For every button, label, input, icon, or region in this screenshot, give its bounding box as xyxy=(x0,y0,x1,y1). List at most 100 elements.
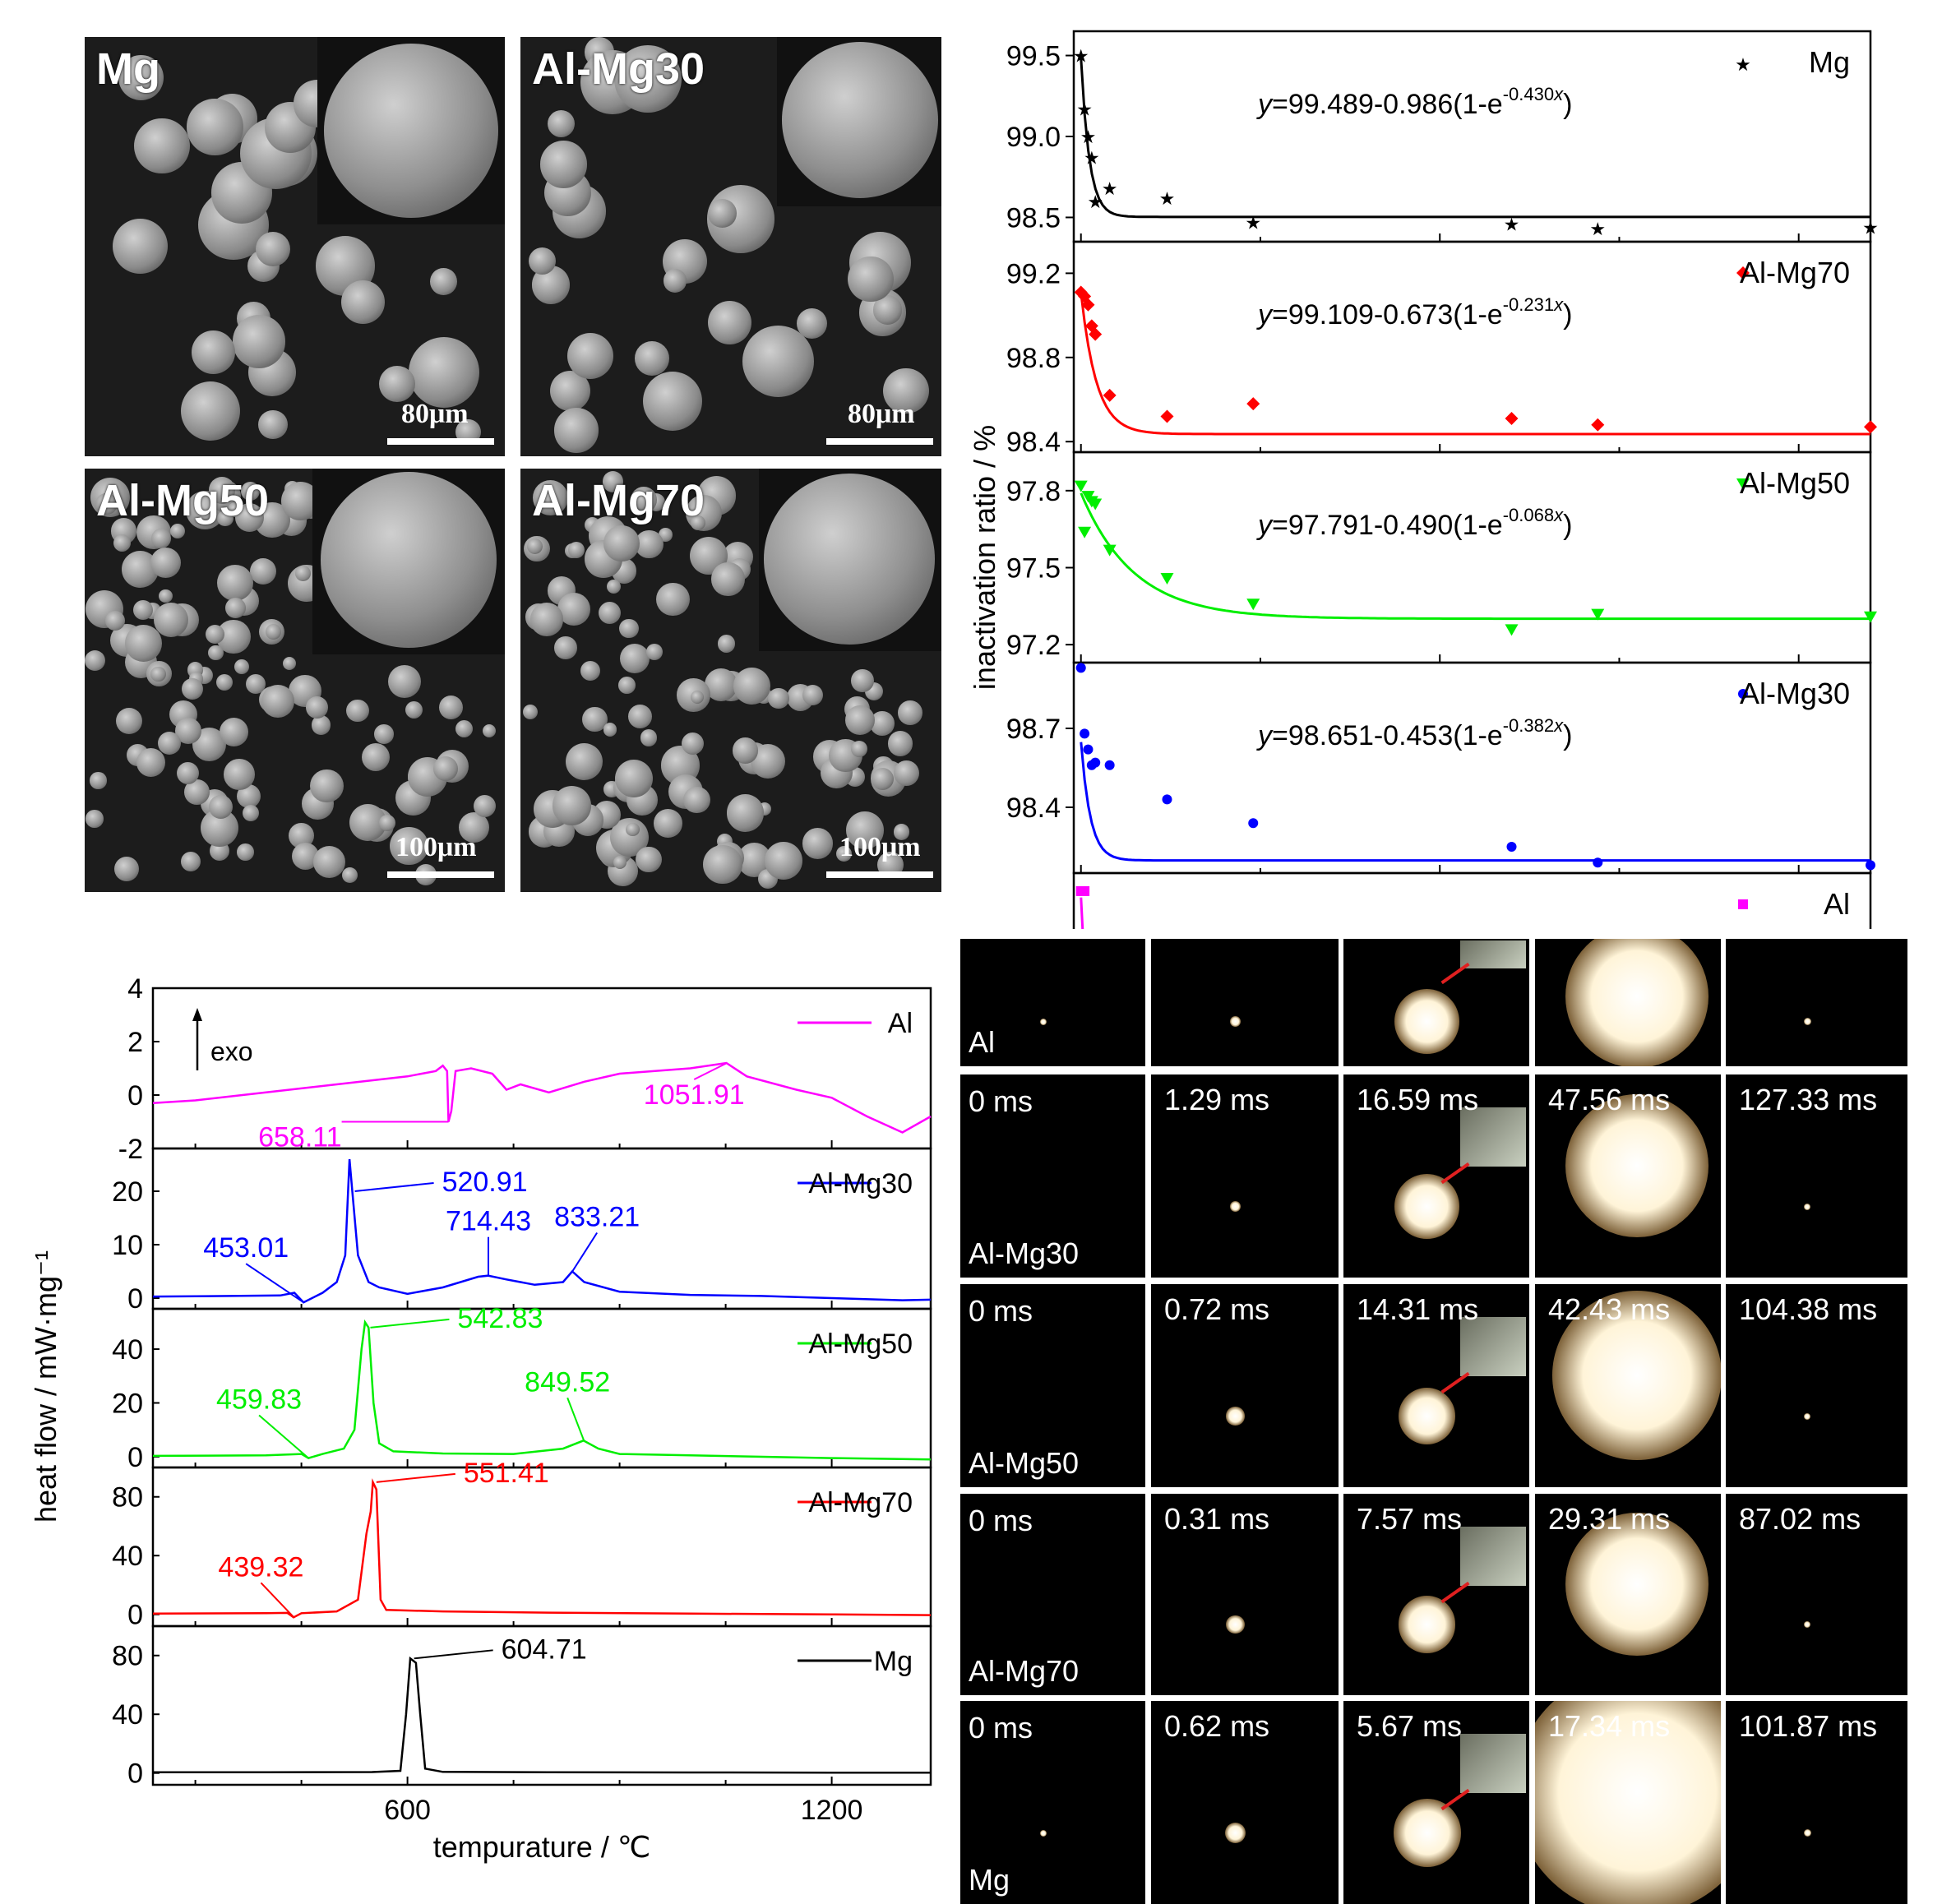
particle xyxy=(113,534,132,552)
legend-label: Al-Mg70 xyxy=(1740,256,1850,289)
particle-sphere xyxy=(782,42,938,198)
combustion-frames-grid: Al 0 ms Al-Mg30 1.29 ms 16.59 ms 47.56 ms 127.… xyxy=(960,939,1907,1904)
particle xyxy=(603,525,640,561)
annotation-arrow xyxy=(260,1582,295,1618)
particle xyxy=(529,247,556,275)
particle xyxy=(206,624,225,645)
flame-glow xyxy=(1226,1615,1245,1634)
particle xyxy=(234,659,249,674)
particle xyxy=(717,635,736,653)
data-point xyxy=(1084,319,1098,333)
frame-time-label: 47.56 ms xyxy=(1548,1083,1671,1116)
fit-equation: y=98.575-0.441(1-e-0.784x) xyxy=(1256,926,1572,929)
frame-time-label: 0.72 ms xyxy=(1164,1292,1270,1326)
y-tick-label: 20 xyxy=(112,1176,143,1208)
data-point xyxy=(1866,860,1875,871)
combustion-frame: 0.62 ms xyxy=(1151,1701,1339,1904)
combustion-frame xyxy=(1343,939,1529,1066)
particle xyxy=(642,372,702,432)
exo-label: exo xyxy=(210,1037,253,1066)
combustion-frame: 29.31 ms xyxy=(1535,1494,1721,1695)
combustion-frame: 0.31 ms xyxy=(1151,1494,1339,1695)
particle xyxy=(846,811,885,849)
data-point xyxy=(1246,598,1260,611)
particle xyxy=(522,704,538,720)
combustion-frame xyxy=(1151,939,1339,1066)
particle xyxy=(266,623,282,640)
particle xyxy=(851,668,874,692)
y-tick-label: 97.8 xyxy=(1006,476,1061,507)
annotation-label: 1051.91 xyxy=(644,1079,745,1111)
y-tick-label: 40 xyxy=(112,1334,143,1366)
data-point: ★ xyxy=(1862,217,1879,238)
data-point xyxy=(1591,608,1605,621)
y-tick-label: 80 xyxy=(112,1482,143,1513)
particle xyxy=(115,708,142,735)
particle xyxy=(553,408,599,453)
particle xyxy=(635,341,669,376)
annotation-label: 459.83 xyxy=(216,1384,302,1416)
particle xyxy=(565,742,603,781)
annotation-arrow xyxy=(245,1263,304,1304)
frame-time-label: 0 ms xyxy=(969,1504,1033,1537)
scale-text: 80μm xyxy=(401,399,469,429)
legend-label: Mg xyxy=(874,1646,913,1677)
y-tick-label: 2 xyxy=(127,1027,143,1058)
particle xyxy=(114,856,140,881)
combustion-frame: 0.72 ms xyxy=(1151,1284,1339,1487)
combustion-frame: 5.67 ms xyxy=(1343,1701,1529,1904)
particle xyxy=(208,477,236,505)
heat-flow-curve-mg xyxy=(153,1656,931,1774)
particle xyxy=(835,845,853,862)
particle xyxy=(602,471,624,492)
particle xyxy=(626,822,640,837)
combustion-frame: 0 ms Al-Mg50 xyxy=(960,1284,1145,1487)
particle xyxy=(342,867,358,883)
data-point xyxy=(1864,611,1877,623)
particle xyxy=(220,717,249,746)
particle-sphere xyxy=(764,474,935,645)
frame-time-label: 29.31 ms xyxy=(1548,1502,1671,1536)
particle xyxy=(615,759,654,797)
y-tick-label: 20 xyxy=(112,1388,143,1419)
particle xyxy=(613,856,627,870)
fit-curve-al-mg70 xyxy=(1080,293,1870,436)
sem-label: Al-Mg50 xyxy=(96,476,270,525)
combustion-frame: 47.56 ms xyxy=(1535,1074,1721,1278)
combustion-frame: 101.87 ms xyxy=(1726,1701,1907,1904)
data-point: ★ xyxy=(1084,148,1100,169)
combustion-frame xyxy=(1726,939,1907,1066)
frame-time-label: 0 ms xyxy=(969,1084,1033,1118)
particle xyxy=(733,668,770,705)
particle xyxy=(613,45,682,113)
material-label: Al xyxy=(969,1025,996,1059)
particle xyxy=(283,656,297,670)
heat-flow-curve-al-mg50 xyxy=(152,1319,932,1461)
particle xyxy=(86,810,104,828)
y-tick-label: 98.7 xyxy=(1006,714,1061,745)
particle xyxy=(708,301,752,345)
combustion-frame xyxy=(1535,939,1721,1066)
particle xyxy=(607,580,622,594)
zoom-inset xyxy=(1460,1527,1526,1586)
legend-label: Al-Mg50 xyxy=(808,1329,913,1360)
scale-text: 100μm xyxy=(839,832,921,862)
particle xyxy=(310,769,344,803)
frame-time-label: 42.43 ms xyxy=(1548,1292,1671,1326)
annotation-label: 439.32 xyxy=(218,1551,303,1583)
particle xyxy=(553,635,577,659)
x-axis-label: tempurature / ℃ xyxy=(433,1830,651,1864)
zoom-inset xyxy=(1460,940,1526,968)
zoom-inset xyxy=(1460,1107,1526,1167)
flame-glow xyxy=(1398,1387,1456,1445)
flame-glow xyxy=(1393,1799,1461,1867)
particle xyxy=(645,643,663,660)
legend-marker xyxy=(1736,478,1750,490)
combustion-frame: 127.33 ms xyxy=(1726,1074,1907,1278)
flame-glow xyxy=(1230,1016,1241,1028)
y-tick-label: 0 xyxy=(127,1283,143,1315)
particle xyxy=(169,523,186,539)
frame-time-label: 1.29 ms xyxy=(1164,1083,1270,1116)
frame-time-label: 101.87 ms xyxy=(1739,1709,1878,1743)
particle xyxy=(192,330,235,374)
